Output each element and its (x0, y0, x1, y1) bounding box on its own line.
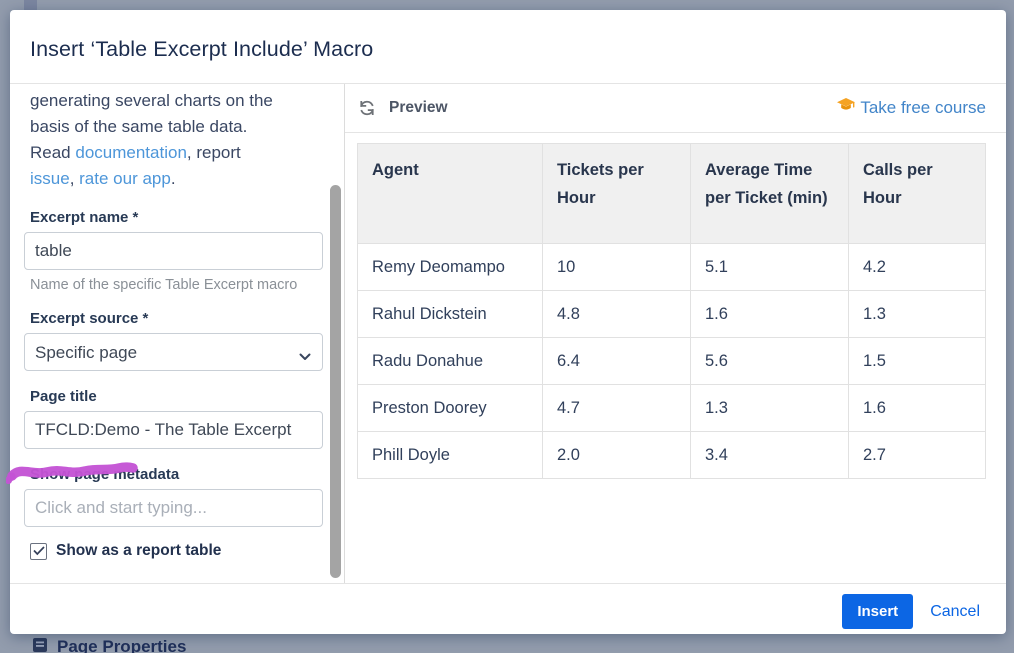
description-text: basis of the same table data. (30, 117, 248, 136)
excerpt-name-input[interactable] (24, 232, 323, 270)
table-cell: 1.5 (848, 337, 986, 385)
table-header-cell: Average Time per Ticket (min) (690, 143, 849, 244)
table-cell: Phill Doyle (357, 431, 543, 479)
refresh-icon[interactable] (358, 99, 376, 117)
background-page-behind-overlay: Page Properties (0, 634, 1014, 653)
table-header-row: Agent Tickets per Hour Average Time per Ti… (357, 143, 986, 244)
report-table-checkbox-label: Show as a report table (56, 542, 222, 559)
table-row: Radu Donahue 6.4 5.6 1.5 (357, 337, 986, 385)
description-text: issue, rate our app. (30, 169, 176, 188)
documentation-link[interactable]: documentation (75, 143, 187, 162)
excerpt-source-label: Excerpt source * (30, 310, 149, 327)
dialog-footer: Insert Cancel (10, 583, 1006, 633)
excerpt-name-label: Excerpt name * (30, 209, 139, 226)
table-header-cell: Calls per Hour (848, 143, 986, 244)
table-header-cell: Tickets per Hour (542, 143, 691, 244)
table-cell: 6.4 (542, 337, 691, 385)
table-cell: 4.8 (542, 290, 691, 338)
table-cell: 1.6 (690, 290, 849, 338)
table-cell: 5.6 (690, 337, 849, 385)
page-title-input[interactable] (24, 411, 323, 449)
preview-table: Agent Tickets per Hour Average Time per Ti… (357, 143, 986, 479)
table-row: Preston Doorey 4.7 1.3 1.6 (357, 384, 986, 432)
macro-settings-panel: generating several charts on the basis o… (10, 84, 345, 583)
insert-button[interactable]: Insert (842, 594, 914, 629)
table-cell: Preston Doorey (357, 384, 543, 432)
graduation-cap-icon (837, 98, 856, 118)
page-properties-icon (32, 637, 48, 653)
page-metadata-label: Show page metadata (30, 466, 180, 483)
page-properties-label: Page Properties (57, 637, 187, 653)
table-row: Phill Doyle 2.0 3.4 2.7 (357, 431, 986, 479)
table-cell: 4.7 (542, 384, 691, 432)
rate-app-link[interactable]: rate our app (79, 169, 171, 188)
background-element (24, 0, 37, 10)
preview-title: Preview (389, 99, 448, 116)
table-cell: 2.7 (848, 431, 986, 479)
table-cell: Radu Donahue (357, 337, 543, 385)
table-cell: 10 (542, 243, 691, 291)
table-cell: Remy Deomampo (357, 243, 543, 291)
macro-dialog: Insert ‘Table Excerpt Include’ Macro gen… (6, 10, 1006, 634)
page-title-label: Page title (30, 388, 97, 405)
page-metadata-input[interactable] (24, 489, 323, 527)
dialog-title: Insert ‘Table Excerpt Include’ Macro (10, 10, 1006, 84)
take-free-course-link[interactable]: Take free course (837, 98, 986, 118)
table-cell: Rahul Dickstein (357, 290, 543, 338)
table-cell: 4.2 (848, 243, 986, 291)
description-text: generating several charts on the (30, 91, 273, 110)
table-cell: 1.6 (848, 384, 986, 432)
table-cell: 3.4 (690, 431, 849, 479)
excerpt-name-help: Name of the specific Table Excerpt macro (30, 277, 298, 293)
macro-description: generating several charts on the basis o… (30, 88, 324, 192)
table-row: Remy Deomampo 10 5.1 4.2 (357, 243, 986, 291)
table-header-cell: Agent (357, 143, 543, 244)
left-panel-scrollbar-thumb[interactable] (330, 185, 341, 578)
description-text: Read documentation, report (30, 143, 241, 162)
table-cell: 2.0 (542, 431, 691, 479)
report-issue-link[interactable]: issue (30, 169, 70, 188)
table-row: Rahul Dickstein 4.8 1.6 1.3 (357, 290, 986, 338)
excerpt-source-select[interactable]: Specific page (24, 333, 323, 371)
table-cell: 1.3 (690, 384, 849, 432)
cancel-link[interactable]: Cancel (930, 602, 980, 620)
table-cell: 5.1 (690, 243, 849, 291)
table-cell: 1.3 (848, 290, 986, 338)
preview-panel: Preview Take free course (345, 84, 1006, 583)
report-table-checkbox[interactable] (30, 542, 47, 560)
